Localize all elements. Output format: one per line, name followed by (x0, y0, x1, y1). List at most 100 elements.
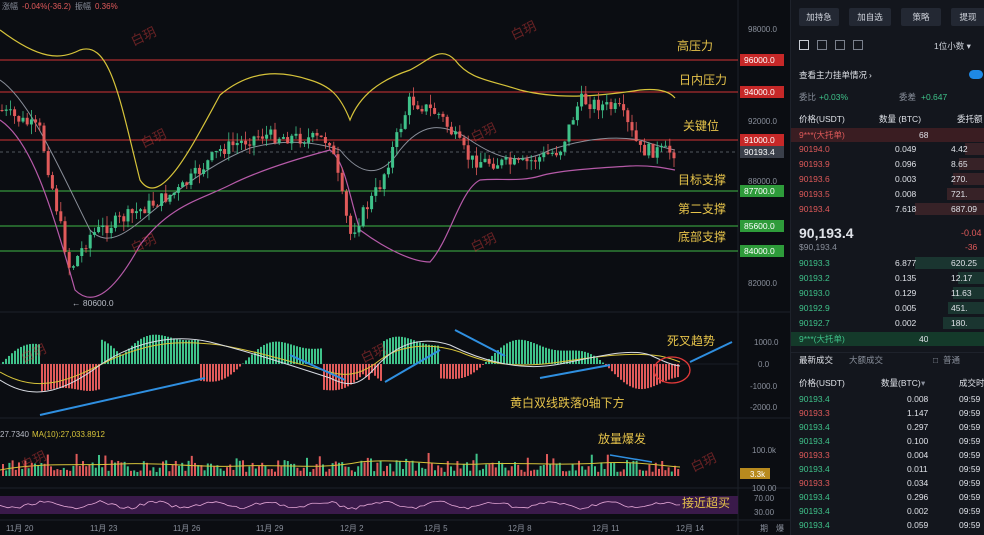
ask-row[interactable]: 90194.0 0.049 4.42 (791, 142, 984, 156)
volume-bar (229, 464, 232, 476)
bid-row[interactable]: 90192.9 0.005 451. (791, 301, 984, 315)
trades-option[interactable]: 普通 (943, 355, 961, 365)
ask-row[interactable]: 90193.4 7.618 687.09 (791, 202, 984, 216)
candle-body (529, 160, 533, 162)
depth-link[interactable]: 查看主力挂单情况 › (791, 68, 984, 82)
macd-bar (560, 350, 562, 364)
macd-bar (47, 364, 49, 391)
label-intraday-resistance: 日内压力 (679, 73, 727, 87)
ask-qty: 0.049 (895, 144, 917, 154)
macd-bar (323, 364, 325, 390)
macd-bar (191, 340, 193, 364)
macd-bar (314, 348, 316, 364)
trade-price: 90193.4 (799, 394, 830, 404)
layout-bids-icon[interactable] (817, 40, 827, 50)
volume-bar (475, 453, 478, 476)
trade-price: 90193.4 (799, 506, 830, 516)
big-bid-qty: 40 (919, 334, 929, 344)
macd-bar (62, 364, 64, 388)
ask-total: 687.09 (951, 204, 977, 214)
action-tab-2[interactable]: 加自选 (849, 8, 891, 26)
candle-body (525, 158, 529, 162)
macd-bar (389, 338, 391, 364)
volume-bar (184, 470, 187, 476)
candle-body (97, 227, 101, 233)
candlestick-chart[interactable]: 高压力 日内压力 关键位 目标支撑 第二支撑 底部支撑 ← 80600.0 涨幅… (0, 0, 790, 535)
ask-row[interactable]: 90193.5 0.008 721. (791, 187, 984, 201)
macd-bar (77, 364, 79, 390)
volume-bar (645, 470, 648, 476)
volume-bar (462, 463, 465, 476)
candle-body (29, 119, 33, 125)
precision-value: 1位小数 (934, 41, 965, 51)
volume-bar (440, 467, 443, 476)
layout-both-icon[interactable] (799, 40, 809, 50)
candle-body (105, 225, 109, 234)
price-badge-87700 (740, 185, 784, 197)
candle-body (626, 110, 630, 123)
volume-bar (117, 460, 120, 476)
macd-bar (458, 364, 460, 379)
trend-arrow (609, 454, 653, 463)
candle-body (437, 113, 441, 115)
macd-bar (221, 364, 223, 380)
volume-bar (494, 467, 497, 476)
chart-area[interactable]: 高压力 日内压力 关键位 目标支撑 第二支撑 底部支撑 ← 80600.0 涨幅… (0, 0, 790, 535)
trade-row: 90193.4 0.011 09:59 (791, 462, 984, 476)
volume-bar (373, 471, 376, 476)
macd-bar (449, 364, 451, 379)
tab-latest-trades[interactable]: 最新成交 (799, 355, 834, 365)
header-amp-label: 振幅 (75, 1, 91, 11)
action-tab-1[interactable]: 加持急 (799, 8, 839, 26)
bid-row[interactable]: 90193.2 0.135 12.17 (791, 271, 984, 285)
layout-expand-icon[interactable] (853, 40, 863, 50)
candle-body (76, 256, 80, 267)
depth-toggle[interactable] (969, 70, 983, 79)
volume-bar (286, 461, 289, 476)
macd-bar (230, 364, 232, 375)
action-tab-4[interactable]: 提现 (951, 8, 984, 26)
candle-body (256, 136, 260, 138)
col-total: 委托额 (957, 114, 983, 124)
tab-large-trades[interactable]: 大额成交 (849, 355, 884, 365)
candle-body (55, 188, 59, 212)
macd-axis-label: 0.0 (758, 360, 770, 369)
volume-bar (18, 462, 20, 476)
macd-bar (581, 351, 583, 364)
volume-bar (62, 467, 65, 476)
ask-qty: 7.618 (895, 204, 917, 214)
volume-bar (398, 461, 401, 476)
ask-row[interactable]: 90193.6 0.003 270. (791, 172, 984, 186)
macd-bar (419, 342, 421, 364)
trend-arrow (289, 354, 346, 381)
label-macd-note: 黄白双线跌落0轴下方 (510, 395, 625, 410)
macd-bar (545, 347, 547, 364)
candle-body (483, 158, 487, 163)
trade-price: 90193.4 (799, 492, 830, 502)
volume-bar (248, 466, 251, 476)
filter-icon[interactable]: ▾ (921, 378, 926, 388)
volume-bar (178, 465, 180, 476)
macd-bar (623, 364, 625, 383)
layout-asks-icon[interactable] (835, 40, 845, 50)
candle-body (13, 109, 17, 117)
macd-bar (158, 334, 160, 364)
big-bid-row[interactable]: 9***(大托单) 40 (791, 332, 984, 346)
ask-depth-bar (965, 143, 984, 155)
bid-row[interactable]: 90193.0 0.129 11.63 (791, 286, 984, 300)
bid-row[interactable]: 90192.7 0.002 180. (791, 316, 984, 330)
rsi-axis-label: 70.00 (754, 494, 775, 503)
action-tab-3[interactable]: 策略 (901, 8, 941, 26)
checkbox-icon[interactable]: □ (933, 355, 939, 365)
price-axis-label: 98000.0 (748, 25, 777, 34)
big-ask-row[interactable]: 9***(大托单) 68 (791, 128, 984, 142)
precision-select[interactable]: 1位小数 ▾ (934, 41, 971, 51)
header-amp-value: 0.36% (95, 2, 118, 11)
ask-row[interactable]: 90193.9 0.096 8.65 (791, 157, 984, 171)
price-badge-94000 (740, 86, 784, 98)
macd-bar (470, 364, 472, 375)
ask-price: 90193.5 (799, 189, 830, 199)
bid-row[interactable]: 90193.3 6.877 620.25 (791, 256, 984, 270)
price-badge-text: 94000.0 (744, 87, 775, 97)
big-ask-qty: 68 (919, 130, 929, 140)
